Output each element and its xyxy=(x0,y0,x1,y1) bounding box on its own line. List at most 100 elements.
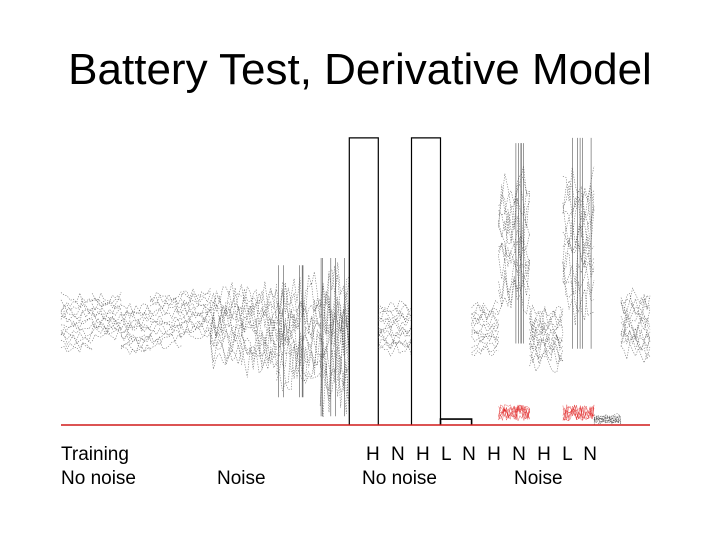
segment-trace xyxy=(181,287,211,299)
caption-training: Training xyxy=(61,444,129,465)
segment-trace xyxy=(620,293,651,314)
caption-condition-codes: H N H L N H N H L N xyxy=(366,444,598,465)
segment-trace xyxy=(150,314,182,324)
segment-trace xyxy=(593,413,622,420)
segment-trace xyxy=(60,310,93,324)
noise-floor-0 xyxy=(498,404,530,422)
segment-0 xyxy=(60,292,93,354)
segment-trace xyxy=(562,208,595,254)
noise-floor-trace xyxy=(562,405,595,421)
segment-trace xyxy=(121,320,151,330)
segment-trace xyxy=(319,315,350,392)
caption-training-no-noise: No noise xyxy=(61,468,136,489)
segment-trace xyxy=(241,324,277,357)
segment-trace xyxy=(620,302,651,321)
segment-trace xyxy=(378,321,412,333)
segment-trace xyxy=(60,316,93,327)
segment-trace xyxy=(210,317,242,348)
segment-trace xyxy=(210,323,242,345)
segment-trace xyxy=(378,330,412,344)
segment-13 xyxy=(471,300,499,357)
segment-trace xyxy=(348,137,379,425)
segment-trace xyxy=(60,304,93,316)
segment-trace xyxy=(471,300,499,313)
segment-trace xyxy=(210,331,242,359)
segment-trace xyxy=(276,282,321,324)
segment-16 xyxy=(562,137,595,349)
caption-battery-no-noise: No noise xyxy=(362,468,437,489)
segment-trace xyxy=(120,316,151,327)
segment-trace xyxy=(276,339,321,384)
segment-trace xyxy=(529,347,564,373)
segment-trace xyxy=(60,307,93,319)
caption-noise: Noise xyxy=(217,468,266,489)
segment-4 xyxy=(181,287,211,340)
segment-trace xyxy=(91,323,122,336)
segment-trace xyxy=(378,334,412,346)
segment-trace xyxy=(620,330,651,352)
segment-trace xyxy=(210,340,242,370)
segment-trace xyxy=(498,274,530,314)
segment-trace xyxy=(149,329,182,342)
segment-trace xyxy=(410,137,442,425)
segment-trace xyxy=(149,308,182,320)
segment-trace xyxy=(181,313,211,324)
segment-trace xyxy=(150,291,182,303)
segment-trace xyxy=(529,313,564,336)
segment-trace xyxy=(529,323,564,346)
segment-trace xyxy=(181,300,211,312)
segment-trace xyxy=(378,324,412,337)
segment-trace xyxy=(471,306,499,320)
segment-trace xyxy=(60,333,93,345)
segment-trace xyxy=(562,165,595,208)
segment-trace xyxy=(529,334,564,351)
segment-trace xyxy=(91,315,122,326)
segment-trace xyxy=(498,216,530,262)
segment-trace xyxy=(210,314,242,344)
segment-trace xyxy=(562,190,595,231)
segment-trace xyxy=(498,278,530,315)
segment-trace xyxy=(620,334,651,350)
segment-trace xyxy=(378,300,412,312)
segment-trace xyxy=(241,300,277,329)
segment-trace xyxy=(276,318,321,363)
segment-trace xyxy=(181,315,211,328)
segment-trace xyxy=(529,341,563,363)
segment-trace xyxy=(149,305,182,316)
segment-trace xyxy=(529,327,564,351)
segment-trace xyxy=(471,317,499,330)
segment-trace xyxy=(60,297,93,308)
segment-trace xyxy=(621,337,651,360)
segment-trace xyxy=(210,292,242,320)
segment-trace xyxy=(150,336,182,350)
noise-floor-trace xyxy=(498,404,530,421)
segment-trace xyxy=(498,184,530,228)
segment-trace xyxy=(92,300,122,311)
segment-trace xyxy=(498,256,530,295)
segment-trace xyxy=(562,281,595,317)
segment-trace xyxy=(562,224,595,265)
segment-trace xyxy=(620,341,651,364)
segment-trace xyxy=(498,165,530,209)
segment-trace xyxy=(121,310,151,320)
segment-7 xyxy=(276,265,321,398)
segment-trace xyxy=(620,308,651,331)
segment-9 xyxy=(348,137,379,425)
segment-trace xyxy=(319,265,350,339)
segment-trace xyxy=(529,304,564,326)
segment-trace xyxy=(181,322,211,334)
segment-trace xyxy=(60,330,93,342)
segment-trace xyxy=(498,212,530,253)
segment-trace xyxy=(562,237,595,278)
segment-trace xyxy=(276,271,321,317)
segment-trace xyxy=(593,415,622,420)
segment-trace xyxy=(378,317,412,330)
segment-trace xyxy=(593,419,622,425)
segment-17 xyxy=(593,413,622,425)
segment-trace xyxy=(60,292,93,304)
segment-trace xyxy=(210,287,242,314)
segment-trace xyxy=(620,325,651,343)
segment-trace xyxy=(276,299,321,341)
segment-trace xyxy=(120,344,151,355)
